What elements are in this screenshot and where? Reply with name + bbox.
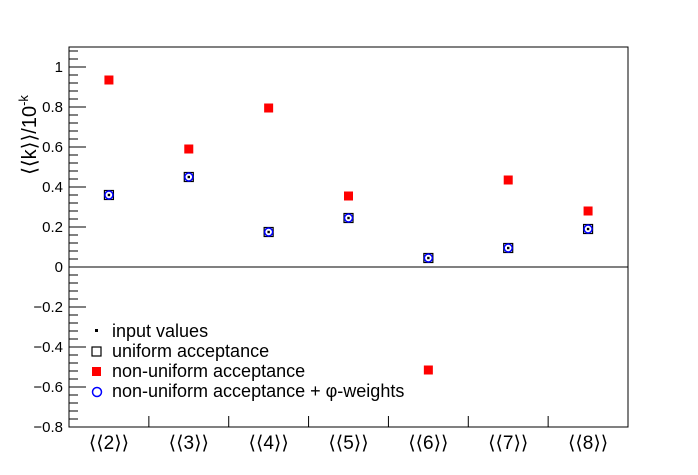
non-uniform-acceptance-point <box>503 175 513 185</box>
non-uniform-acceptance-point <box>264 103 274 113</box>
phi-weights-point <box>263 227 274 237</box>
data-markers <box>103 75 594 375</box>
y-tick-label: 0.4 <box>42 179 63 196</box>
y-tick-label: −0.4 <box>33 339 63 356</box>
input-value-point <box>586 227 590 231</box>
input-value-point <box>107 193 111 197</box>
y-tick-label: −0.6 <box>33 379 63 396</box>
y-tick-label: 0.6 <box>42 139 63 156</box>
y-tick-label: 0 <box>55 259 63 276</box>
legend: input values uniform acceptance non-unif… <box>91 321 404 401</box>
input-value-point <box>347 216 350 220</box>
legend-label-non-uniform-acceptance: non-uniform acceptance <box>112 361 305 381</box>
x-tick-label: ⟨⟨3⟩⟩ <box>169 433 209 454</box>
non-uniform-acceptance-point <box>344 191 353 201</box>
y-tick-label: 0.2 <box>42 219 63 236</box>
legend-label-input-values: input values <box>112 321 208 341</box>
legend-marker-phi-weights <box>91 386 103 398</box>
plot-frame <box>68 46 629 428</box>
y-tick-label: 1 <box>55 59 63 76</box>
y-tick-label: −0.2 <box>33 299 63 316</box>
input-value-point <box>267 230 270 234</box>
input-value-point <box>427 256 430 260</box>
x-tick-label: ⟨⟨6⟩⟩ <box>408 433 448 454</box>
x-tick-label: ⟨⟨2⟩⟩ <box>89 433 129 454</box>
non-uniform-acceptance-point <box>423 365 433 375</box>
x-tick-label: ⟨⟨4⟩⟩ <box>249 433 289 454</box>
x-tick-label: ⟨⟨7⟩⟩ <box>488 433 528 454</box>
x-tick-label: ⟨⟨5⟩⟩ <box>328 433 368 454</box>
phi-weights-point <box>184 172 194 182</box>
input-value-point <box>507 246 510 250</box>
x-tick-label: ⟨⟨8⟩⟩ <box>568 433 608 454</box>
x-axis: ⟨⟨2⟩⟩ ⟨⟨3⟩⟩ ⟨⟨4⟩⟩ ⟨⟨5⟩⟩ ⟨⟨6⟩⟩ ⟨⟨7⟩⟩ ⟨⟨8⟩⟩ <box>89 416 608 454</box>
legend-marker-non-uniform-acceptance <box>92 367 101 376</box>
input-value-point <box>187 175 190 179</box>
non-uniform-acceptance-point <box>104 75 114 85</box>
y-tick-label: 0.8 <box>42 99 63 116</box>
phi-weights-point <box>343 213 354 223</box>
non-uniform-acceptance-point <box>184 144 194 154</box>
legend-marker-input-values <box>95 329 98 332</box>
y-axis-title: ⟨⟨k⟩⟩/10-k <box>16 95 41 175</box>
legend-label-uniform-acceptance: uniform acceptance <box>112 341 269 361</box>
legend-marker-uniform-acceptance <box>91 346 102 357</box>
phi-weights-point <box>423 253 434 263</box>
y-axis: −0.8 −0.6 −0.4 −0.2 0 0.2 0.4 0.6 0.8 1 <box>33 50 86 436</box>
phi-weights-point <box>583 224 593 234</box>
legend-label-phi-weights: non-uniform acceptance + φ-weights <box>112 381 404 401</box>
phi-weights-point <box>503 243 513 253</box>
non-uniform-acceptance-point <box>583 206 593 216</box>
y-tick-label: −0.8 <box>33 419 63 436</box>
phi-weights-point <box>104 190 114 200</box>
